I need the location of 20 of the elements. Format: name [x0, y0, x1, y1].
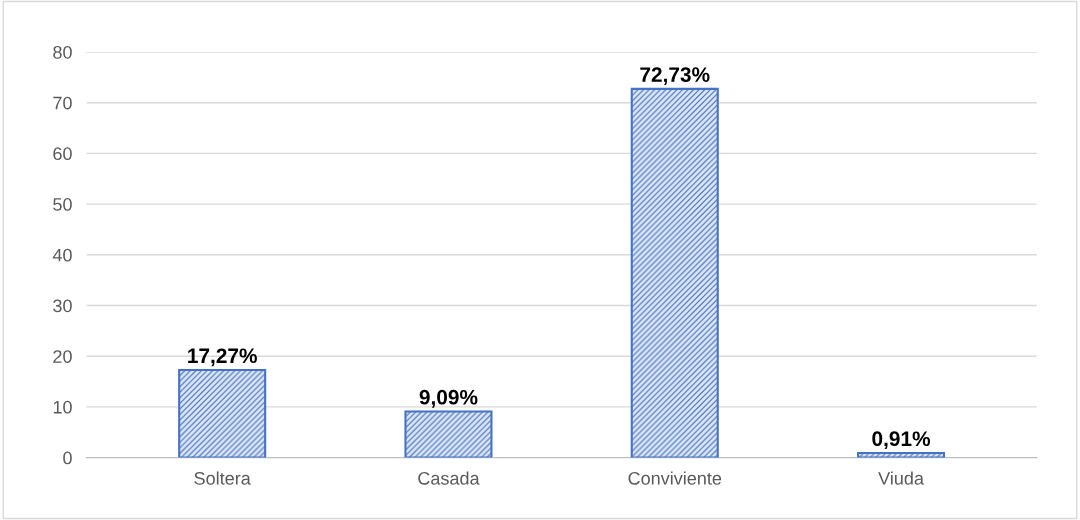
y-tick-label: 70: [53, 96, 72, 110]
y-tick-label: 20: [53, 350, 72, 363]
bar: [630, 87, 719, 458]
data-label: 72,73%: [640, 67, 710, 85]
x-tick-label: Conviviente: [628, 471, 722, 485]
y-tick-label: 0: [63, 451, 72, 465]
y-tick-label: 40: [52, 248, 72, 262]
bar: [404, 410, 493, 458]
y-tick-label: 60: [53, 147, 72, 161]
y-tick-label: 50: [53, 198, 72, 211]
data-label: 17,27%: [188, 348, 257, 367]
x-tick-label: Viuda: [878, 471, 924, 485]
y-tick-label: 80: [53, 45, 72, 59]
bar: [178, 369, 267, 458]
x-tick-label: Casada: [418, 471, 480, 485]
y-tick-label: 10: [53, 400, 72, 414]
data-label: 9,09%: [419, 389, 478, 408]
y-tick-label: 30: [53, 299, 72, 313]
data-label: 0,91%: [872, 431, 931, 450]
x-tick-label: Soltera: [194, 471, 251, 485]
